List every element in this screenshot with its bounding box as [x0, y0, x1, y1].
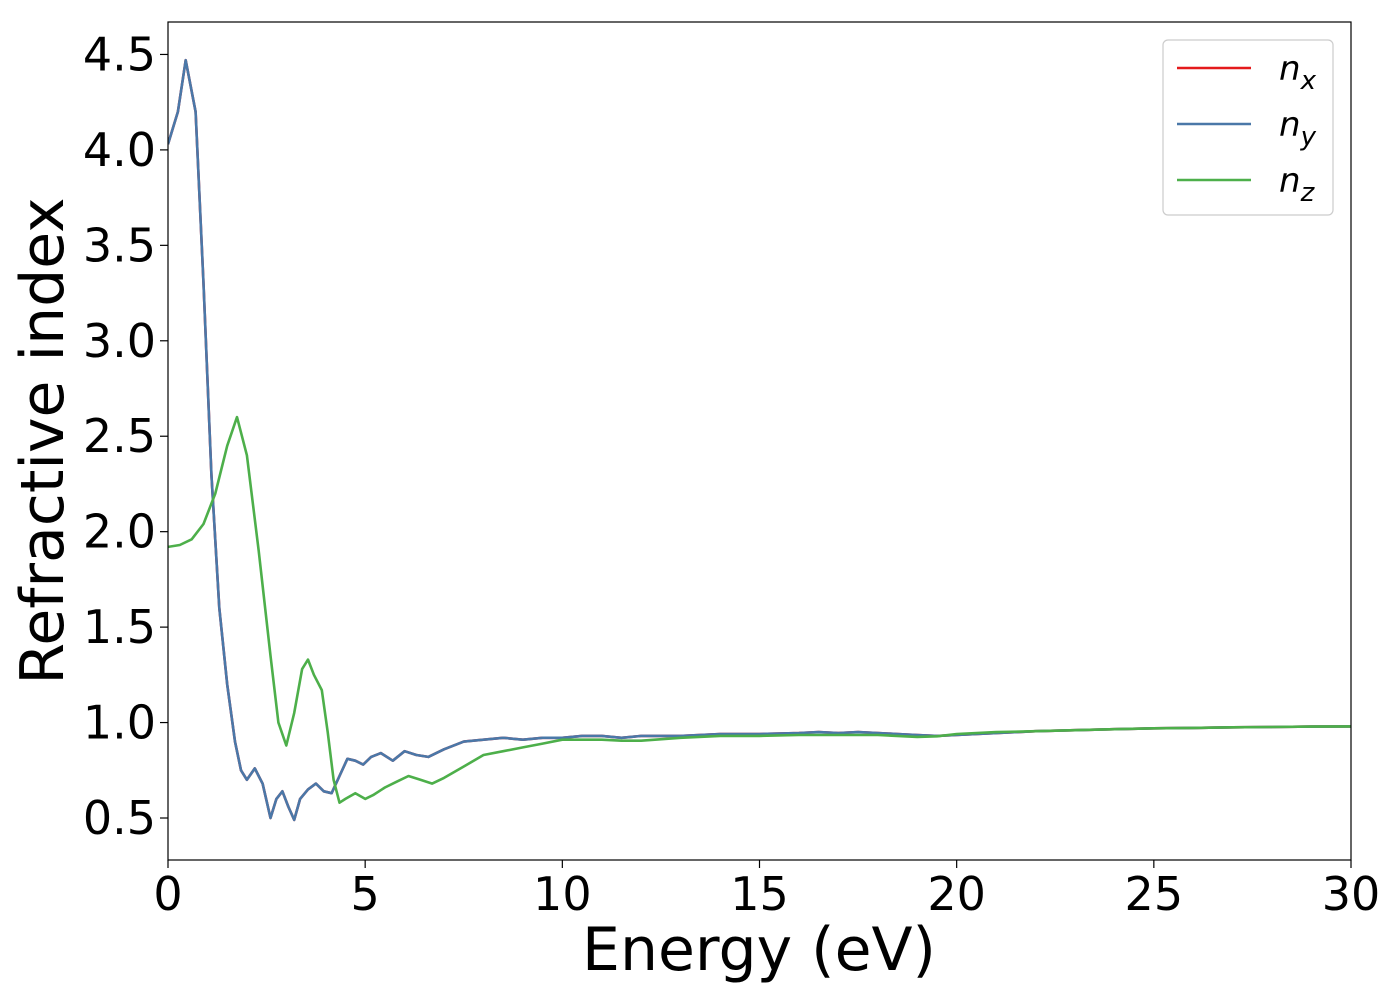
y-tick-label: 1.5	[83, 600, 156, 654]
x-axis-label: Energy (eV)	[582, 915, 936, 985]
y-tick-label: 2.5	[83, 409, 156, 463]
y-axis-ticks: 0.5 1.0 1.5 2.0 2.5 3.0 3.5 4.0 4.5	[83, 27, 168, 845]
legend-label: ny	[1279, 105, 1317, 152]
legend-label-base: n	[1279, 161, 1301, 201]
y-axis-label: Refractive index	[8, 197, 78, 684]
x-tick-label: 0	[153, 867, 182, 921]
legend-label-subscript: y	[1300, 122, 1317, 152]
y-tick-label: 1.0	[83, 696, 156, 750]
y-tick-label: 3.0	[83, 314, 156, 368]
legend-label-base: n	[1279, 105, 1301, 145]
y-tick-label: 0.5	[83, 791, 156, 845]
legend-label: nz	[1279, 161, 1316, 208]
x-axis-ticks: 0 5 10 15 20 25 30	[153, 860, 1380, 921]
legend-box	[1162, 39, 1334, 216]
series-layer	[168, 58, 1351, 822]
x-tick-label: 5	[351, 867, 380, 921]
y-tick-label: 2.0	[83, 505, 156, 559]
legend-label: nx	[1279, 49, 1317, 96]
series-line-n-z	[168, 415, 1351, 805]
y-tick-label: 4.0	[83, 123, 156, 177]
legend-label-base: n	[1279, 49, 1301, 89]
legend-label-subscript: z	[1300, 178, 1316, 208]
x-tick-label: 20	[927, 867, 986, 921]
x-tick-label: 10	[533, 867, 592, 921]
y-tick-label: 3.5	[83, 218, 156, 272]
plot-area	[168, 22, 1351, 860]
x-tick-label: 15	[730, 867, 789, 921]
legend-label-subscript: x	[1300, 66, 1317, 96]
x-tick-label: 30	[1322, 867, 1381, 921]
y-tick-label: 4.5	[83, 27, 156, 81]
x-tick-label: 25	[1125, 867, 1184, 921]
